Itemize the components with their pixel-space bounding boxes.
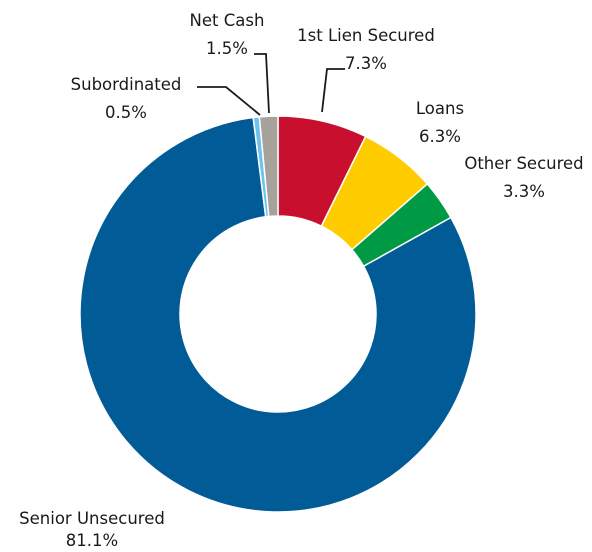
value-label-1st-lien-secured: 7.3% bbox=[345, 54, 387, 73]
value-label-net-cash: 1.5% bbox=[206, 39, 248, 58]
slice-labels: 1st Lien Secured 7.3% Loans 6.3%Other Secur… bbox=[19, 11, 583, 550]
leader-1st-lien-secured bbox=[321, 68, 345, 113]
label-loans: Loans bbox=[416, 99, 464, 118]
leader-lines bbox=[197, 53, 345, 116]
value-label-senior-unsecured: 81.1% bbox=[66, 531, 118, 550]
value-label-subordinated: 0.5% bbox=[105, 103, 147, 122]
leader-net-cash bbox=[254, 53, 270, 114]
label-senior-unsecured: Senior Unsecured bbox=[19, 509, 165, 528]
label-other-secured: Other Secured bbox=[464, 154, 583, 173]
label-1st-lien-secured: 1st Lien Secured bbox=[297, 26, 435, 45]
label-net-cash: Net Cash bbox=[190, 11, 265, 30]
value-label-loans: 6.3% bbox=[419, 127, 461, 146]
slice-net-cash bbox=[258, 115, 279, 218]
slice-senior-unsecured bbox=[79, 116, 477, 513]
leader-subordinated bbox=[197, 86, 261, 116]
value-label-other-secured: 3.3% bbox=[503, 182, 545, 201]
label-subordinated: Subordinated bbox=[71, 75, 182, 94]
donut-slices bbox=[79, 115, 477, 513]
